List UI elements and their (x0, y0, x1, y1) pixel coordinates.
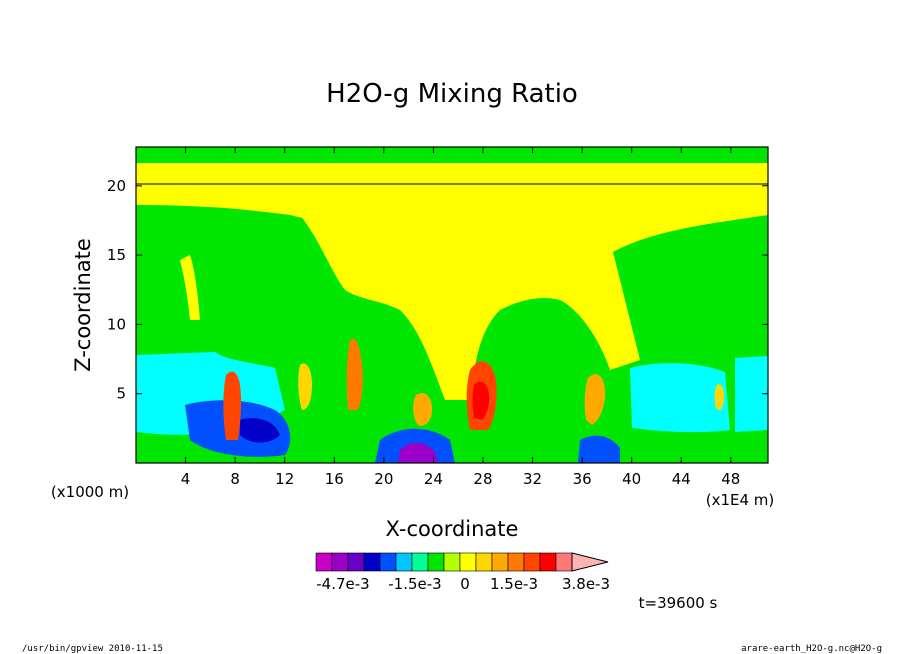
field-region-blue-bottom-right (578, 435, 620, 463)
colorbar-swatch (491, 552, 509, 572)
colorbar-triangle (571, 552, 609, 572)
colorbar-label: -1.5e-3 (388, 575, 441, 593)
colorbar-swatch (539, 552, 557, 572)
colorbar-swatch (427, 552, 445, 572)
x-tick-label: 16 (325, 470, 344, 488)
y-tick-label: 5 (116, 385, 126, 403)
plot-area (136, 147, 768, 463)
colorbar-swatch (363, 552, 381, 572)
x-tick-label: 44 (672, 470, 691, 488)
colorbar-swatch (315, 552, 333, 572)
x-tick-label: 20 (374, 470, 393, 488)
colorbar-label: 0 (460, 575, 470, 593)
x-tick-label: 24 (424, 470, 443, 488)
y-axis: 5 10 15 20 (107, 177, 768, 403)
field-region-tower-18 (346, 338, 363, 410)
colorbar-swatch (379, 552, 397, 572)
footer-left: /usr/bin/gpview 2010-11-15 (22, 644, 163, 654)
x-tick-label: 32 (523, 470, 542, 488)
field-region-blob-47 (714, 384, 725, 410)
x-tick-label: 4 (181, 470, 191, 488)
colorbar-swatch (523, 552, 541, 572)
x-tick-label: 8 (230, 470, 240, 488)
x-unit-label: (x1E4 m) (706, 491, 775, 509)
time-label: t=39600 s (639, 594, 718, 612)
x-axis: 4 8 12 16 20 24 28 32 36 40 44 48 (181, 147, 740, 488)
y-tick-label: 20 (107, 177, 126, 195)
colorbar-swatch (459, 552, 477, 572)
colorbar-label: -4.7e-3 (316, 575, 369, 593)
chart-title: H2O-g Mixing Ratio (326, 79, 578, 109)
field-region-tower-37 (584, 374, 606, 425)
y-tick-label: 10 (107, 315, 126, 333)
colorbar-swatch (347, 552, 365, 572)
colorbar-swatch (507, 552, 525, 572)
y-axis-label: Z-coordinate (71, 238, 95, 372)
colorbar-swatch (331, 552, 349, 572)
x-tick-label: 48 (721, 470, 740, 488)
colorbar-swatch (475, 552, 493, 572)
x-axis-label: X-coordinate (386, 517, 519, 541)
y-unit-label: (x1000 m) (51, 483, 129, 501)
field-region-cyan-right (735, 356, 768, 432)
x-tick-label: 40 (622, 470, 641, 488)
colorbar-swatch (443, 552, 461, 572)
colorbar-swatch (395, 552, 413, 572)
colorbar-label: 3.8e-3 (562, 575, 610, 593)
field-region-tower-27-core (472, 381, 490, 420)
field-region-tower-14 (298, 363, 312, 410)
field-region-navy-left (240, 418, 280, 443)
plot-frame (135, 146, 769, 464)
field-region-plume (300, 215, 640, 400)
y-tick-label: 15 (107, 246, 126, 264)
footer-right: arare-earth_H2O-g.nc@H2O-g (741, 644, 882, 654)
field-region-cyan-mid (630, 363, 730, 433)
x-tick-label: 28 (473, 470, 492, 488)
x-tick-label: 12 (275, 470, 294, 488)
field-region-tower-8 (223, 371, 242, 440)
colorbar-swatch (555, 552, 573, 572)
colorbar: -4.7e-3 -1.5e-3 0 1.5e-3 3.8e-3 (315, 552, 610, 593)
colorbar-label: 1.5e-3 (490, 575, 538, 593)
colorbar-swatch (411, 552, 429, 572)
x-tick-label: 36 (573, 470, 592, 488)
field-region-blob-24 (413, 393, 432, 426)
field-region-purple-bottom (398, 442, 438, 463)
field-region-streak (180, 255, 200, 320)
